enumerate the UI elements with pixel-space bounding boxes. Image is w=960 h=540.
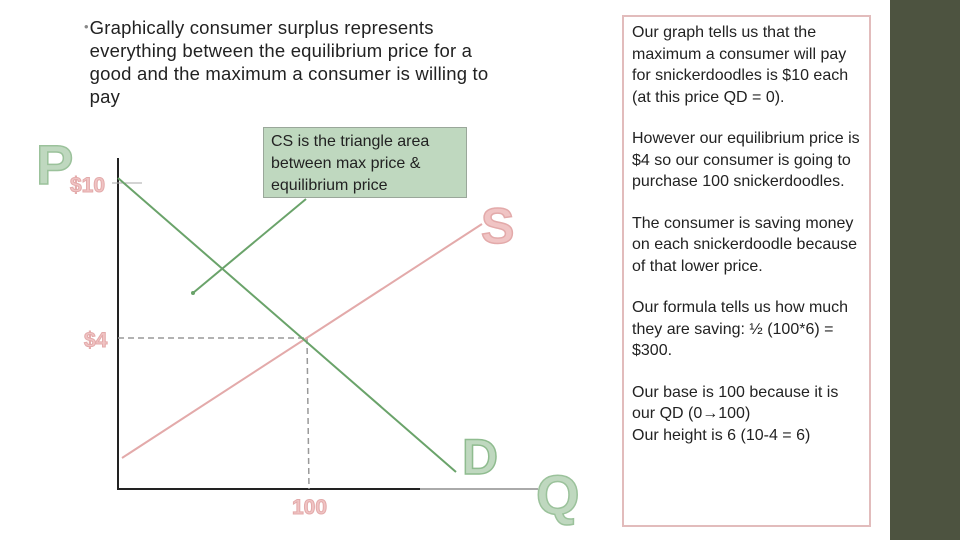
intro-bullet: • Graphically consumer surplus represent… <box>84 16 504 108</box>
explanation-box: Our graph tells us that the maximum a co… <box>622 15 871 527</box>
equilibrium-price-label: $4 <box>84 329 108 352</box>
decorative-sidebar <box>890 0 960 540</box>
explanation-max-price: Our graph tells us that the maximum a co… <box>632 24 849 106</box>
explanation-formula: Our formula tells us how much they are s… <box>632 299 849 359</box>
intro-bullet-text: Graphically consumer surplus represents … <box>89 17 489 107</box>
explanation-base-pre: Our base is 100 because it is our QD (0 <box>632 383 839 423</box>
supply-label: S <box>481 198 514 254</box>
price-axis-label: P <box>36 133 73 196</box>
explanation-saving: The consumer is saving money on each sni… <box>632 214 858 275</box>
demand-label: D <box>462 429 498 485</box>
bullet-dot-icon: • <box>84 19 89 34</box>
explanation-height: Our height is 6 (10-4 = 6) <box>632 426 811 444</box>
explanation-base: Our base is 100 because it is our QD (0→… <box>632 382 861 425</box>
max-price-label: $10 <box>70 174 105 197</box>
explanation-base-post: 100) <box>718 405 751 422</box>
supply-curve <box>121 223 483 459</box>
cs-callout-box: CS is the triangle area between max pric… <box>263 127 467 198</box>
equilibrium-quantity-label: 100 <box>292 496 327 519</box>
demand-curve <box>117 177 457 473</box>
explanation-equilibrium: However our equilibrium price is $4 so o… <box>632 130 860 190</box>
quantity-axis-label: Q <box>536 463 580 526</box>
callout-pointer-line <box>192 198 307 294</box>
right-arrow-icon: → <box>702 405 719 422</box>
callout-pointer-dot <box>191 291 195 295</box>
equilibrium-quantity-dashed-line <box>306 337 310 490</box>
